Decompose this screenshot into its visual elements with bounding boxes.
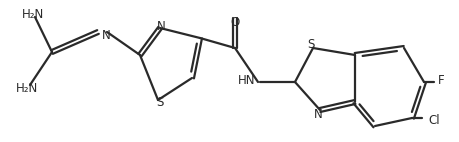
Text: H₂N: H₂N (22, 8, 44, 20)
Text: S: S (307, 37, 314, 51)
Text: Cl: Cl (427, 113, 439, 127)
Text: F: F (437, 74, 444, 86)
Text: HN: HN (237, 74, 254, 86)
Text: N: N (156, 19, 165, 33)
Text: O: O (230, 15, 239, 29)
Text: H₂N: H₂N (16, 82, 38, 94)
Text: N: N (102, 29, 111, 41)
Text: N: N (313, 107, 322, 121)
Text: S: S (156, 96, 163, 108)
